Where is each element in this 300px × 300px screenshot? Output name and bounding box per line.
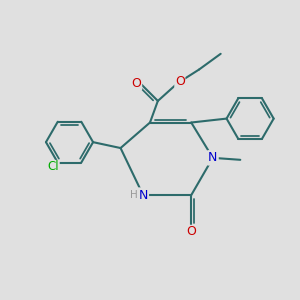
Text: N: N [138,189,148,202]
Text: N: N [208,152,218,164]
Text: Cl: Cl [47,160,59,173]
Text: O: O [186,225,196,239]
Text: H: H [130,190,138,200]
Text: O: O [175,75,185,88]
Text: O: O [132,77,142,90]
